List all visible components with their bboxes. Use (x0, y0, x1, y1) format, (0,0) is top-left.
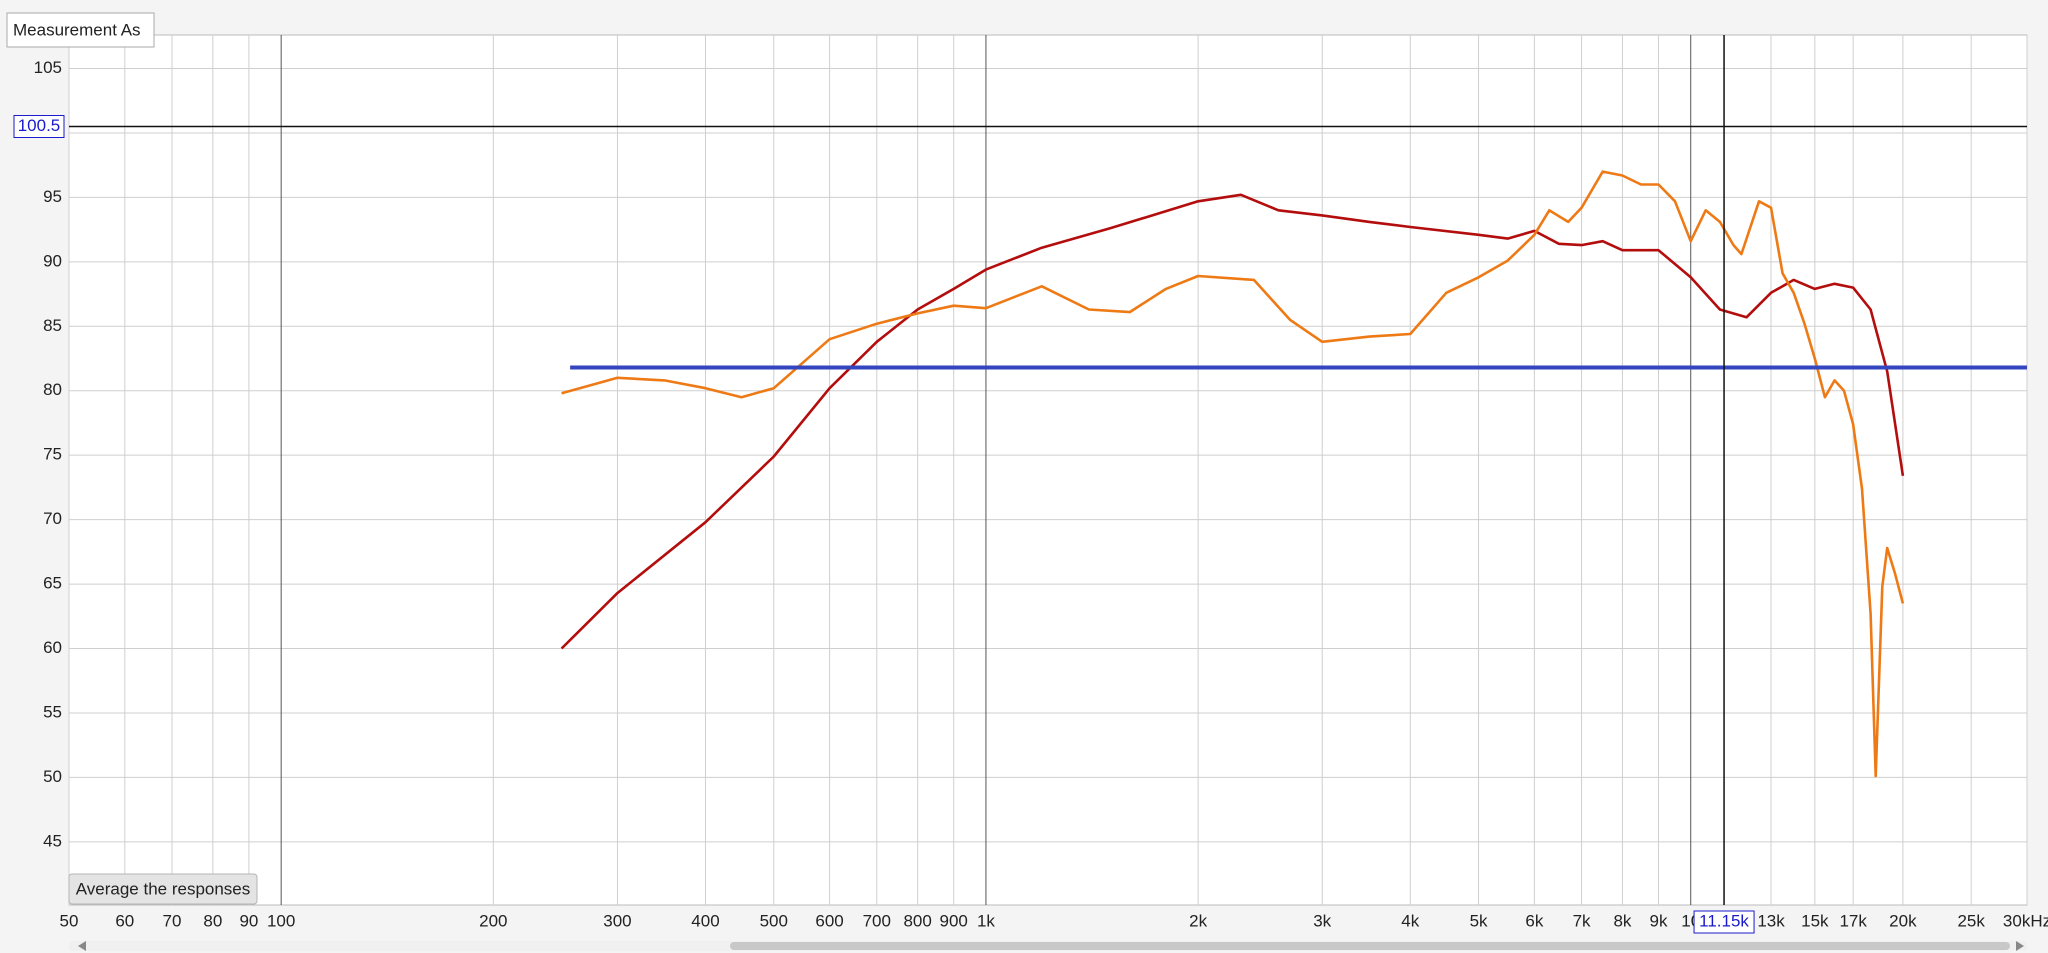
x-tick-label: 50 (60, 911, 79, 930)
x-tick-label: 8k (1613, 911, 1631, 930)
y-tick-label: 90 (43, 251, 62, 270)
y-tick-label: 50 (43, 767, 62, 786)
x-tick-label: 20k (1889, 911, 1917, 930)
x-tick-label: 400 (691, 911, 719, 930)
x-tick-label: 5k (1470, 911, 1488, 930)
x-tick-label: 30kHz (2003, 911, 2048, 930)
x-tick-label: 600 (815, 911, 843, 930)
response-curve (561, 170, 1905, 778)
y-tick-label: 60 (43, 638, 62, 657)
tooltip-text: Measurement As (13, 20, 141, 39)
x-tick-label: 9k (1649, 911, 1667, 930)
y-tick-label: 55 (43, 702, 62, 721)
average-button-label[interactable]: Average the responses (76, 879, 251, 898)
scroll-left[interactable] (78, 941, 86, 951)
x-tick-label: 13k (1757, 911, 1785, 930)
y-tick-label: 45 (43, 831, 62, 850)
y-tick-label: 65 (43, 574, 62, 593)
y-tick-label: 70 (43, 509, 62, 528)
x-tick-label: 500 (760, 911, 788, 930)
x-tick-label: 60 (115, 911, 134, 930)
x-tick-label: 200 (479, 911, 507, 930)
x-tick-label: 100 (267, 911, 295, 930)
x-tick-label: 2k (1189, 911, 1207, 930)
x-tick-label: 80 (203, 911, 222, 930)
cursor-y-box (13, 115, 65, 139)
plot-area (68, 34, 2028, 906)
scroll-right[interactable] (2016, 941, 2024, 951)
x-tick-label: 90 (239, 911, 258, 930)
y-tick-label: 105 (34, 58, 62, 77)
x-tick-label: 70 (163, 911, 182, 930)
y-tick-label: 80 (43, 380, 62, 399)
x-tick-label: 300 (603, 911, 631, 930)
x-tick-label: 17k (1839, 911, 1867, 930)
cursor-x-label: 11.15k (1699, 911, 1749, 930)
y-tick-label: 75 (43, 445, 62, 464)
x-tick-label: 700 (863, 911, 891, 930)
y-tick-label: 95 (43, 187, 62, 206)
cursor-x-box (1693, 910, 1755, 934)
x-tick-label: 7k (1573, 911, 1591, 930)
scrollbar-thumb[interactable] (730, 942, 2010, 950)
x-tick-label: 800 (903, 911, 931, 930)
y-tick-label: 85 (43, 316, 62, 335)
tooltip (6, 12, 155, 48)
x-tick-label: 4k (1401, 911, 1419, 930)
x-tick-label: 900 (940, 911, 968, 930)
x-tick-label: 6k (1525, 911, 1543, 930)
x-tick-label: 25k (1957, 911, 1985, 930)
cursor-y-label: 100.5 (18, 116, 61, 135)
x-tick-label: 15k (1801, 911, 1829, 930)
x-tick-label: 3k (1313, 911, 1331, 930)
x-tick-label: 1k (977, 911, 995, 930)
average-button[interactable] (68, 873, 258, 905)
